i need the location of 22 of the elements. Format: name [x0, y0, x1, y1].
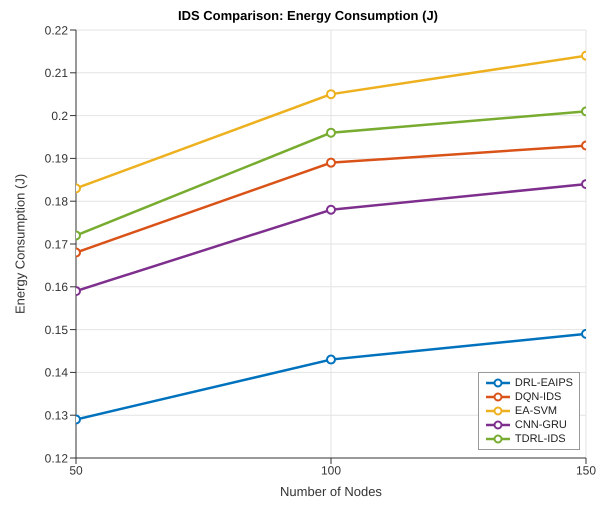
legend-label: CNN-GRU — [514, 418, 567, 432]
y-tick-label: 0.2 — [51, 108, 68, 123]
y-tick-label: 0.16 — [44, 280, 68, 294]
y-axis-title: Energy Consumption (J) — [12, 174, 28, 314]
x-axis-title: Number of Nodes — [280, 484, 382, 499]
y-tick-label: 0.13 — [44, 408, 68, 422]
y-tick-label: 0.14 — [44, 366, 68, 380]
legend-label: EA-SVM — [514, 404, 558, 418]
legend-label: DQN-IDS — [514, 390, 562, 404]
y-tick-label: 0.19 — [44, 152, 68, 166]
legend-label: TDRL-IDS — [514, 432, 566, 446]
y-tick-label: 0.21 — [44, 66, 68, 80]
y-tick-label: 0.18 — [44, 194, 68, 208]
legend-label: DRL-EAIPS — [514, 376, 573, 390]
x-tick-label: 150 — [576, 464, 596, 478]
chart-title: IDS Comparison: Energy Consumption (J) — [176, 8, 439, 24]
y-tick-label: 0.15 — [44, 322, 68, 337]
x-tick-label: 50 — [69, 464, 83, 478]
y-tick-label: 0.22 — [44, 23, 68, 38]
x-tick-label: 100 — [320, 464, 342, 478]
y-tick-label: 0.17 — [44, 237, 68, 252]
y-tick-label: 0.12 — [44, 451, 68, 466]
